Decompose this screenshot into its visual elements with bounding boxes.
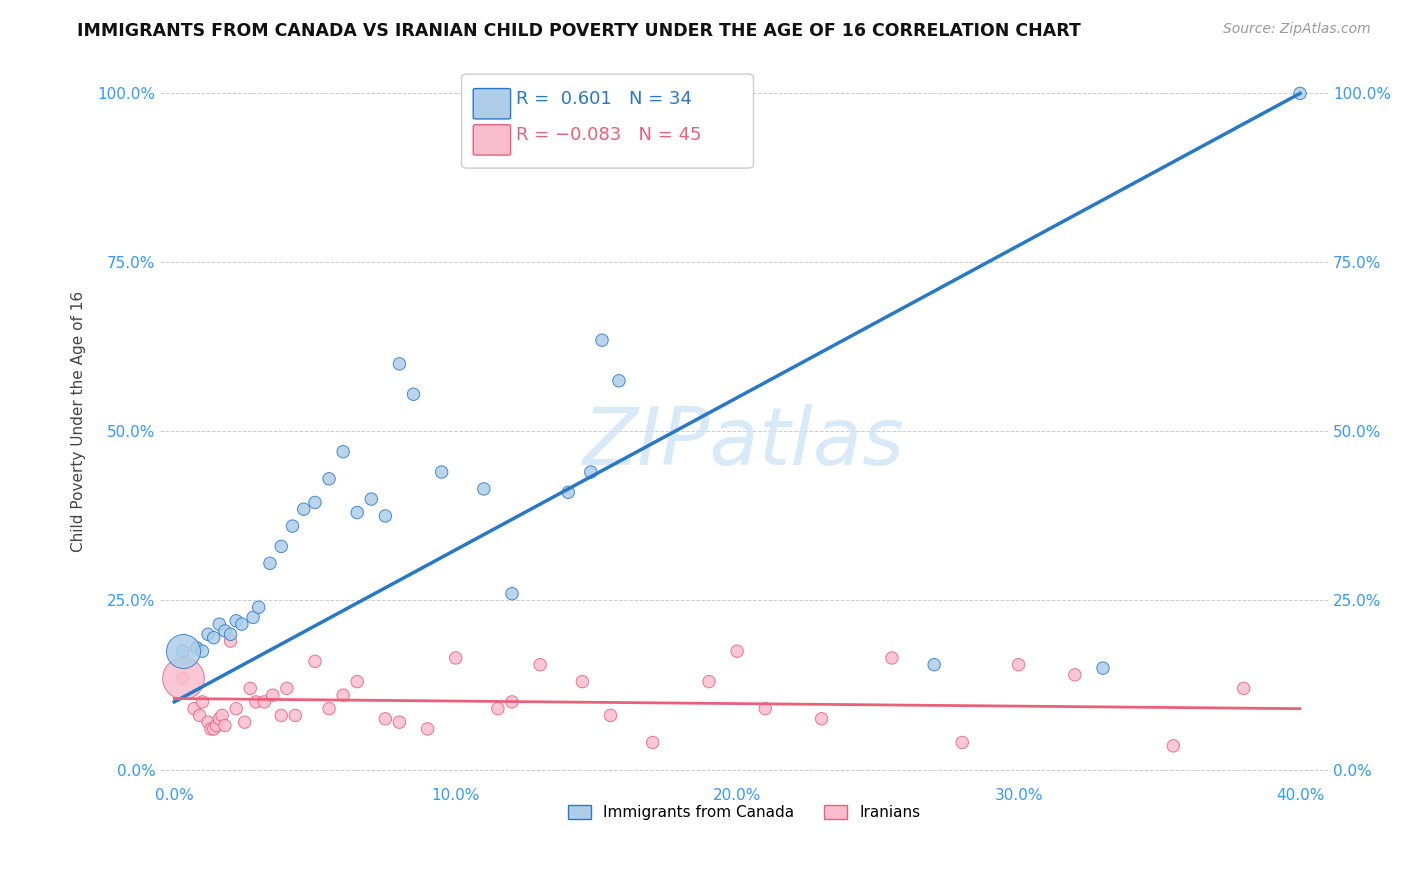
Point [402,387,425,401]
Point [205,718,228,732]
Point [579,465,602,479]
Point [571,674,593,689]
Point [346,674,368,689]
Point [208,712,231,726]
Point [1163,739,1185,753]
Point [253,695,276,709]
FancyBboxPatch shape [461,74,754,168]
Point [1063,668,1085,682]
Legend: Immigrants from Canada, Iranians: Immigrants from Canada, Iranians [561,798,927,826]
Point [922,657,945,672]
Point [191,695,214,709]
Point [950,735,973,749]
Point [188,708,211,723]
Point [219,627,242,641]
Text: Source: ZipAtlas.com: Source: ZipAtlas.com [1223,22,1371,37]
Point [416,722,439,736]
Point [172,671,194,685]
Point [225,701,247,715]
Point [219,634,242,648]
Point [304,654,326,668]
Point [259,557,281,571]
Point [1007,657,1029,672]
Point [183,701,205,715]
Point [557,485,579,500]
Point [697,674,720,689]
Point [880,651,903,665]
Point [318,701,340,715]
Point [172,671,194,685]
Point [374,508,396,523]
Point [276,681,298,696]
Point [208,617,231,632]
Point [388,715,411,730]
Point [247,600,270,615]
Point [284,708,307,723]
Point [444,651,467,665]
Point [725,644,748,658]
Point [501,587,523,601]
Point [292,502,315,516]
Point [172,644,194,658]
Point [197,627,219,641]
Point [1233,681,1256,696]
FancyBboxPatch shape [474,125,510,155]
Point [262,688,284,702]
Point [430,465,453,479]
Point [200,722,222,736]
Point [529,657,551,672]
Point [388,357,411,371]
Point [332,444,354,458]
Point [591,333,613,347]
Point [346,506,368,520]
Point [641,735,664,749]
Point [214,624,236,638]
Point [191,644,214,658]
Point [360,491,382,506]
Point [186,640,208,655]
Point [304,495,326,509]
Text: IMMIGRANTS FROM CANADA VS IRANIAN CHILD POVERTY UNDER THE AGE OF 16 CORRELATION : IMMIGRANTS FROM CANADA VS IRANIAN CHILD … [77,22,1081,40]
Point [211,708,233,723]
Point [225,614,247,628]
Point [607,374,630,388]
Text: ZIPatlas: ZIPatlas [583,404,905,482]
Point [486,701,509,715]
Point [245,695,267,709]
Point [214,718,236,732]
Point [318,472,340,486]
Point [599,708,621,723]
Point [754,701,776,715]
Point [270,708,292,723]
Point [1091,661,1114,675]
Y-axis label: Child Poverty Under the Age of 16: Child Poverty Under the Age of 16 [72,291,86,552]
Point [810,712,832,726]
FancyBboxPatch shape [474,88,510,119]
Point [197,715,219,730]
Text: R =  0.601   N = 34: R = 0.601 N = 34 [516,90,692,108]
Point [1289,87,1312,101]
Text: R = −0.083   N = 45: R = −0.083 N = 45 [516,126,702,145]
Point [233,715,256,730]
Point [202,631,225,645]
Point [472,482,495,496]
Point [172,644,194,658]
Point [270,540,292,554]
Point [501,695,523,709]
Point [202,722,225,736]
Point [239,681,262,696]
Point [332,688,354,702]
Point [281,519,304,533]
Point [242,610,264,624]
Point [231,617,253,632]
Point [374,712,396,726]
